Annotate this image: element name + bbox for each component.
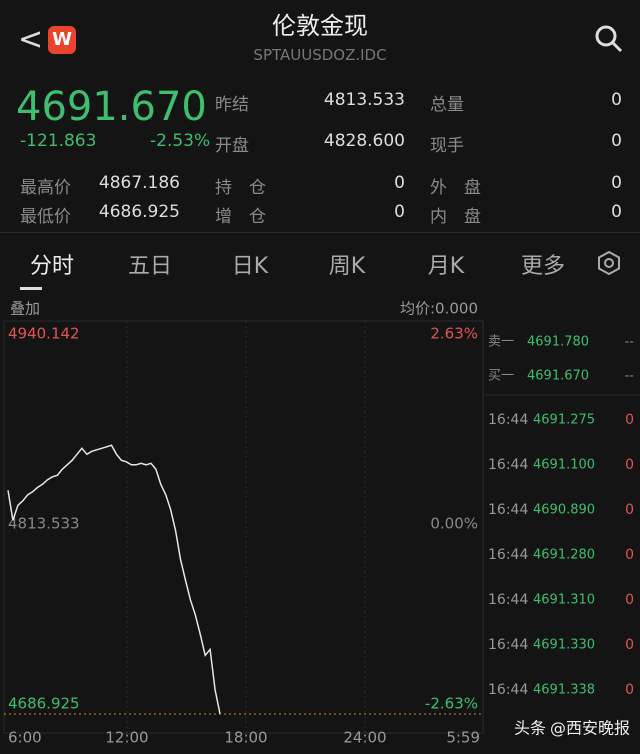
tab[interactable]: 周K	[328, 254, 366, 279]
x-tick-label: 12:00	[105, 729, 148, 747]
chart: 叠加 均价:0.000 4686.925 -2.63% 4813.533 0.00% 494…	[3, 300, 640, 747]
trade-time: 16:44	[488, 547, 528, 563]
stat-value: 4686.925	[98, 202, 180, 222]
ob-label: 买一	[488, 369, 514, 384]
trade-time: 16:44	[488, 592, 528, 608]
plot-border	[3, 320, 484, 734]
y-tick-label: 4686.925	[8, 695, 80, 713]
trade-time: 16:44	[488, 502, 528, 518]
ob-label: 卖一	[488, 335, 514, 350]
change: -121.863	[20, 131, 97, 151]
ob-vol: --	[625, 369, 635, 384]
x-tick-label: 18:00	[224, 729, 267, 747]
stat-value: 4867.186	[98, 173, 180, 193]
stat-label: 昨结	[215, 95, 249, 115]
ob-price: 4691.670	[527, 369, 589, 384]
pct-label: 2.63%	[430, 325, 478, 343]
stat-label: 开盘	[215, 136, 249, 156]
stat-value: 4813.533	[323, 90, 405, 110]
stat-label: 总量	[430, 95, 464, 115]
stat-label: 内 盘	[430, 207, 481, 227]
badge: W	[48, 26, 76, 54]
divider	[0, 232, 640, 233]
avg-label: 均价:0.000	[400, 300, 478, 318]
trade-vol: 0	[625, 592, 634, 608]
stat-value: 0	[394, 202, 405, 222]
pct-label: 0.00%	[430, 515, 478, 533]
trade-time: 16:44	[488, 457, 528, 473]
trade-price: 4691.338	[533, 683, 595, 698]
stat-value: 0	[611, 173, 622, 193]
y-tick-label: 4940.142	[8, 325, 80, 343]
trade-vol: 0	[625, 412, 634, 428]
trade-price: 4691.310	[533, 593, 595, 608]
x-tick-label: 6:00	[8, 729, 42, 747]
stat-label: 现手	[430, 136, 464, 156]
overlay-label: 叠加	[10, 300, 40, 318]
price: 4691.670	[16, 84, 207, 130]
price-line	[7, 444, 221, 715]
tab-indicator	[20, 287, 42, 290]
x-tick-label: 24:00	[343, 729, 386, 747]
trade-vol: 0	[625, 457, 634, 473]
y-tick-label: 4813.533	[8, 515, 80, 533]
stat-label: 最低价	[20, 207, 71, 227]
trade-price: 4691.100	[533, 458, 595, 473]
search-icon[interactable]	[594, 24, 624, 54]
tab[interactable]: 日K	[231, 254, 269, 279]
tab[interactable]: 五日	[127, 254, 172, 279]
ob-vol: --	[625, 335, 635, 350]
trade-price: 4691.280	[533, 548, 595, 563]
stat-value: 0	[611, 202, 622, 222]
trade-time: 16:44	[488, 637, 528, 653]
trade-time: 16:44	[488, 412, 528, 428]
back-button[interactable]: <	[18, 22, 44, 57]
watermark-author: @西安晚报	[550, 719, 630, 738]
stat-label: 最高价	[20, 178, 71, 198]
trade-vol: 0	[625, 637, 634, 653]
trade-vol: 0	[625, 547, 634, 563]
stat-value: 0	[611, 131, 622, 151]
trade-price: 4690.890	[533, 503, 595, 518]
change-pct: -2.53%	[150, 131, 211, 151]
stat-label: 持 仓	[215, 178, 266, 198]
trade-price: 4691.330	[533, 638, 595, 653]
pct-label: -2.63%	[425, 695, 478, 713]
tab[interactable]: 更多	[520, 254, 565, 279]
stat-label: 外 盘	[430, 178, 481, 198]
settings-icon[interactable]	[596, 250, 622, 276]
tab[interactable]: 分时	[29, 254, 74, 279]
trade-time: 16:44	[488, 682, 528, 698]
tab[interactable]: 月K	[427, 254, 465, 279]
watermark-source: 头条	[514, 719, 546, 738]
stat-value: 4828.600	[323, 131, 405, 151]
trade-vol: 0	[625, 502, 634, 518]
stat-value: 0	[611, 90, 622, 110]
trade-vol: 0	[625, 682, 634, 698]
trade-price: 4691.275	[533, 413, 595, 428]
title: 伦敦金现	[272, 12, 368, 40]
stat-value: 0	[394, 173, 405, 193]
stat-label: 增 仓	[215, 207, 266, 227]
x-tick-label: 5:59	[446, 729, 480, 747]
code: SPTAUUSDOZ.IDC	[253, 46, 387, 64]
ob-price: 4691.780	[527, 335, 589, 350]
